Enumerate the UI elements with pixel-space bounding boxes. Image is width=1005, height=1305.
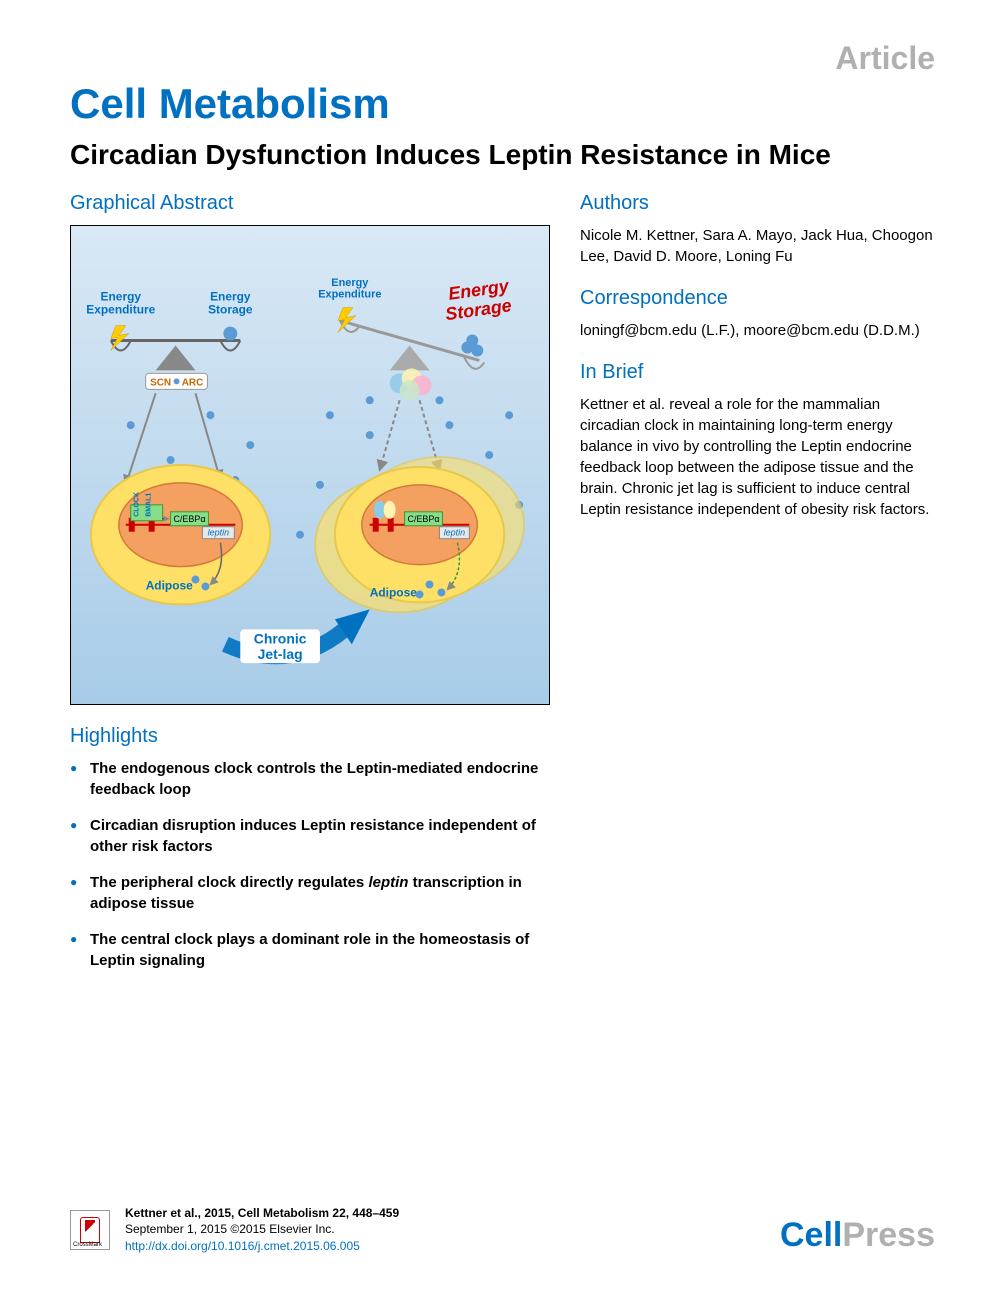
svg-text:Energy: Energy [101,289,142,303]
footer: CrossMark Kettner et al., 2015, Cell Met… [70,1205,935,1255]
highlights-heading: Highlights [70,725,550,748]
article-type-label: Article [835,40,935,77]
svg-text:Jet-lag: Jet-lag [258,646,303,662]
svg-text:ARC: ARC [182,377,204,388]
svg-text:Energy: Energy [210,289,251,303]
citation-block: Kettner et al., 2015, Cell Metabolism 22… [125,1205,399,1255]
svg-text:SCN: SCN [150,377,171,388]
svg-text:Chronic: Chronic [254,630,307,646]
svg-text:CLOCK: CLOCK [134,492,141,517]
cellpress-logo: CellPress [780,1216,935,1255]
graphical-abstract-figure: Energy Expenditure Energy Storage SCN AR… [70,225,550,705]
citation-doi-link[interactable]: http://dx.doi.org/10.1016/j.cmet.2015.06… [125,1238,399,1255]
highlight-item: The peripheral clock directly regulates … [70,872,550,914]
correspondence-heading: Correspondence [580,287,935,310]
paper-title: Circadian Dysfunction Induces Leptin Res… [70,138,935,172]
cellpress-cell: Cell [780,1216,842,1254]
svg-text:C/EBPα: C/EBPα [408,513,440,523]
authors-heading: Authors [580,192,935,215]
crossmark-icon[interactable]: CrossMark [70,1210,110,1250]
highlights-list: The endogenous clock controls the Leptin… [70,758,550,971]
highlights-section: Highlights The endogenous clock controls… [70,725,550,971]
authors-list: Nicole M. Kettner, Sara A. Mayo, Jack Hu… [580,225,935,267]
inbrief-heading: In Brief [580,361,935,384]
graphical-abstract-svg: Energy Expenditure Energy Storage SCN AR… [71,226,549,704]
svg-text:leptin: leptin [444,527,465,537]
svg-text:Storage: Storage [208,302,253,316]
svg-text:Expenditure: Expenditure [318,288,381,300]
graphical-abstract-heading: Graphical Abstract [70,192,550,215]
highlight-item: Circadian disruption induces Leptin resi… [70,815,550,857]
inbrief-text: Kettner et al. reveal a role for the mam… [580,394,935,520]
svg-text:Expenditure: Expenditure [86,302,155,316]
svg-text:Energy: Energy [331,276,369,288]
journal-name: Cell Metabolism [70,80,935,128]
left-adipose: CLOCK BMAL1 C/EBPα leptin Adipose [91,465,270,604]
svg-text:BMAL1: BMAL1 [146,492,153,516]
svg-text:Adipose: Adipose [146,578,193,592]
highlight-text: The peripheral clock directly regulates … [90,874,522,912]
svg-text:Adipose: Adipose [370,585,417,599]
svg-text:leptin: leptin [208,527,229,537]
highlight-item: The central clock plays a dominant role … [70,929,550,971]
citation-ref: Kettner et al., 2015, Cell Metabolism 22… [125,1205,399,1222]
correspondence-text: loningf@bcm.edu (L.F.), moore@bcm.edu (D… [580,320,935,341]
citation-date: September 1, 2015 ©2015 Elsevier Inc. [125,1221,399,1238]
cellpress-press: Press [842,1216,935,1254]
highlight-item: The endogenous clock controls the Leptin… [70,758,550,800]
svg-text:C/EBPα: C/EBPα [173,513,205,523]
